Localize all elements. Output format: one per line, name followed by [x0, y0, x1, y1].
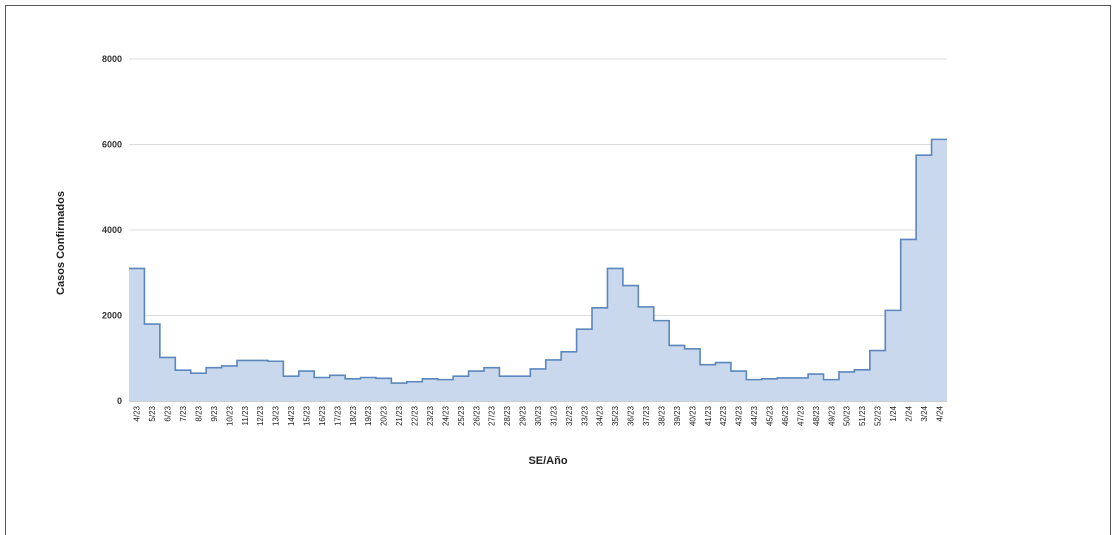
x-tick-label: 5/23 — [148, 405, 157, 421]
x-tick-label: 52/23 — [874, 405, 883, 426]
x-tick-label: 15/23 — [302, 405, 311, 426]
x-tick-label: 50/23 — [843, 405, 852, 426]
y-tick-label: 8000 — [102, 54, 122, 64]
plot-area — [129, 138, 947, 401]
x-tick-label: 4/24 — [935, 405, 944, 421]
x-tick-label: 29/23 — [519, 405, 528, 426]
x-tick-label: 24/23 — [441, 405, 450, 426]
x-tick-label: 18/23 — [349, 405, 358, 426]
y-tick-label: 6000 — [102, 140, 122, 150]
x-tick-label: 2/24 — [904, 405, 913, 421]
x-tick-label: 21/23 — [395, 405, 404, 426]
x-tick-label: 25/23 — [457, 405, 466, 426]
x-tick-label: 33/23 — [580, 405, 589, 426]
y-tick-label: 0 — [117, 396, 122, 406]
x-tick-label: 43/23 — [735, 405, 744, 426]
x-tick-label: 45/23 — [766, 405, 775, 426]
x-tick-label: 10/23 — [225, 405, 234, 426]
x-tick-label: 42/23 — [719, 405, 728, 426]
x-tick-label: 8/23 — [194, 405, 203, 421]
x-tick-label: 51/23 — [858, 405, 867, 426]
x-tick-label: 44/23 — [750, 405, 759, 426]
series-line — [129, 138, 947, 384]
x-tick-label: 40/23 — [688, 405, 697, 426]
x-tick-label: 12/23 — [256, 405, 265, 426]
x-tick-label: 30/23 — [534, 405, 543, 426]
x-tick-label: 19/23 — [364, 405, 373, 426]
x-axis-title: SE/Año — [528, 455, 567, 467]
x-tick-label: 22/23 — [411, 405, 420, 426]
x-tick-label: 11/23 — [241, 405, 250, 425]
x-tick-label: 3/24 — [920, 405, 929, 421]
x-tick-label: 41/23 — [704, 405, 713, 426]
x-tick-label: 38/23 — [657, 405, 666, 426]
y-tick-label: 2000 — [102, 311, 122, 321]
x-tick-label: 35/23 — [611, 405, 620, 426]
x-tick-label: 14/23 — [287, 405, 296, 426]
x-tick-label: 31/23 — [549, 405, 558, 426]
x-tick-label: 47/23 — [796, 405, 805, 426]
x-tick-label: 7/23 — [179, 405, 188, 421]
x-tick-label: 1/24 — [889, 405, 898, 421]
x-tick-label: 16/23 — [318, 405, 327, 426]
chart-frame — [5, 5, 1111, 535]
x-tick-label: 49/23 — [827, 405, 836, 426]
x-tick-label: 32/23 — [565, 405, 574, 426]
x-axis-ticks: 4/23 5/23 6/23 7/23 8/23 9/23 10/23 11/23 12/23 1… — [133, 405, 945, 426]
gridlines — [129, 58, 947, 402]
x-tick-label: 48/23 — [812, 405, 821, 426]
x-tick-label: 17/23 — [333, 405, 342, 426]
y-tick-label: 4000 — [102, 225, 122, 235]
area-fill — [129, 139, 947, 401]
x-tick-label: 39/23 — [673, 405, 682, 426]
x-tick-label: 13/23 — [272, 405, 281, 426]
x-tick-label: 4/23 — [133, 405, 142, 421]
x-tick-label: 23/23 — [426, 405, 435, 426]
x-tick-label: 37/23 — [642, 405, 651, 426]
y-axis-title: Casos Confirmados — [55, 191, 67, 295]
x-tick-label: 26/23 — [472, 405, 481, 426]
x-tick-label: 27/23 — [488, 405, 497, 426]
x-tick-label: 36/23 — [627, 405, 636, 426]
x-tick-label: 28/23 — [503, 405, 512, 426]
y-axis-ticks: 0 2000 4000 6000 8000 — [102, 54, 122, 406]
x-tick-label: 46/23 — [781, 405, 790, 426]
x-tick-label: 9/23 — [210, 405, 219, 421]
x-tick-label: 20/23 — [380, 405, 389, 426]
x-tick-label: 6/23 — [164, 405, 173, 421]
x-tick-label: 34/23 — [596, 405, 605, 426]
